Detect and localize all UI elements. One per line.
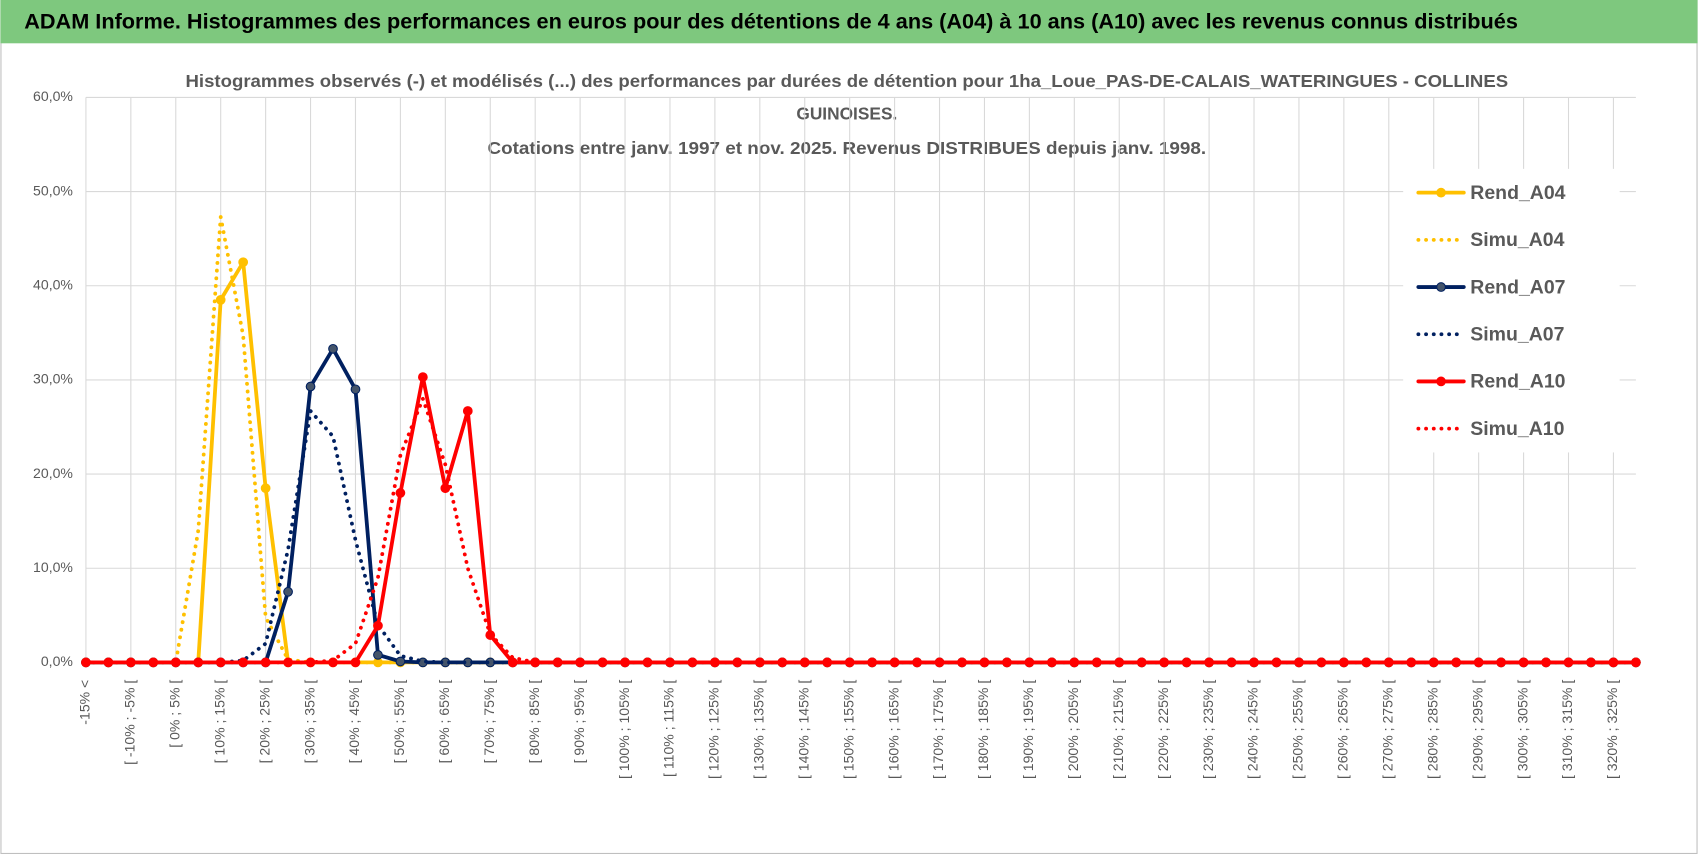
header-band (0, 0, 1698, 44)
x-tick-label: [ 180% ; 185% [ (975, 680, 991, 779)
legend-label: Simu_A10 (1470, 418, 1564, 440)
x-tick-label: [ 10% ; 15% [ (211, 680, 227, 764)
x-tick-label: [ 50% ; 55% [ (391, 680, 407, 764)
data-point (373, 650, 383, 660)
x-tick-label: [ 150% ; 155% [ (840, 680, 856, 779)
x-tick-label: [ 190% ; 195% [ (1020, 680, 1036, 779)
x-tick-label: [ 100% ; 105% [ (616, 680, 632, 779)
x-tick-label: [ 170% ; 175% [ (930, 680, 946, 779)
data-point (507, 657, 518, 668)
data-point (417, 372, 428, 382)
legend-label: Rend_A07 (1470, 276, 1565, 298)
y-tick-label: 20,0% (33, 465, 73, 481)
x-tick-label: [ -10% ; -5% [ (122, 680, 138, 765)
x-tick-label: [ 200% ; 205% [ (1065, 680, 1081, 779)
x-tick-label: [ 320% ; 325% [ (1604, 680, 1620, 779)
data-point (260, 483, 271, 494)
data-point (283, 586, 293, 597)
x-tick-label: [ 140% ; 145% [ (795, 680, 811, 779)
x-tick-label: [ 80% ; 85% [ (526, 680, 542, 764)
x-tick-label: [ 310% ; 315% [ (1559, 680, 1575, 779)
legend-label: Simu_A07 (1470, 323, 1564, 345)
x-tick-label: [ 290% ; 295% [ (1469, 680, 1485, 779)
x-tick-label: [ 160% ; 165% [ (885, 680, 901, 779)
x-tick-label: [ 60% ; 65% [ (436, 680, 452, 764)
x-tick-label: [ 250% ; 255% [ (1290, 680, 1306, 779)
data-point (395, 656, 406, 667)
data-point (462, 406, 473, 416)
x-tick-label: [ 110% ; 115% [ (661, 680, 677, 777)
y-tick-label: 40,0% (33, 276, 73, 292)
data-point (305, 381, 316, 392)
x-tick-label: [ 240% ; 245% [ (1245, 680, 1261, 779)
legend-marker (1436, 282, 1446, 292)
data-point (328, 343, 338, 354)
y-tick-label: 0,0% (41, 653, 73, 669)
legend-label: Rend_A04 (1470, 182, 1565, 204)
x-tick-label: [ 40% ; 45% [ (346, 680, 362, 764)
y-tick-label: 30,0% (33, 371, 73, 387)
header-title: ADAM Informe. Histogrammes des performan… (24, 8, 1518, 33)
legend: Rend_A04 Simu_A04 Rend_A07 Simu_A07 Rend_A10… (1403, 168, 1620, 453)
data-point (440, 483, 451, 494)
x-tick-label: -15% < (77, 680, 93, 725)
data-line (84, 396, 1638, 665)
data-point (350, 657, 361, 668)
x-tick-label: [ 230% ; 235% [ (1200, 680, 1216, 779)
data-line (84, 375, 1638, 665)
x-tick-label: [ 220% ; 225% [ (1155, 680, 1171, 779)
legend-marker (1436, 376, 1446, 387)
x-tick-label: [ 210% ; 215% [ (1110, 680, 1126, 779)
data-point (350, 384, 361, 395)
x-tick-label: [ 280% ; 285% [ (1424, 680, 1440, 779)
legend-box (1403, 168, 1620, 453)
x-tick-label: [ 20% ; 25% [ (256, 680, 272, 764)
chart-title: Histogrammes observés (-) et modélisés (… (185, 71, 1508, 91)
x-tick-label: [ 120% ; 125% [ (706, 680, 722, 779)
x-tick-label: [ 270% ; 275% [ (1380, 680, 1396, 779)
legend-label: Rend_A10 (1470, 371, 1565, 393)
y-tick-label: 50,0% (33, 182, 73, 198)
x-tick-label: [ 90% ; 95% [ (571, 680, 587, 764)
chart-title: GUINOISES. (796, 103, 897, 123)
legend-label: Simu_A04 (1470, 229, 1564, 251)
x-tick-label: [ 30% ; 35% [ (301, 680, 317, 764)
legend-marker (1436, 187, 1446, 198)
data-point (373, 620, 383, 631)
data-point (215, 295, 226, 305)
y-tick-label: 60,0% (33, 88, 73, 104)
data-point (395, 488, 406, 498)
y-tick-label: 10,0% (33, 559, 73, 575)
x-tick-label: [ 260% ; 265% [ (1335, 680, 1351, 779)
x-tick-label: [ 70% ; 75% [ (481, 680, 497, 764)
data-point (238, 257, 249, 268)
x-tick-label: [ 300% ; 305% [ (1514, 680, 1530, 779)
x-tick-label: [ 0% ; 5% [ (166, 680, 182, 748)
x-tick-label: [ 130% ; 135% [ (751, 680, 767, 779)
chart-subtitle: Cotations entre janv. 1997 et nov. 2025.… (487, 138, 1206, 158)
